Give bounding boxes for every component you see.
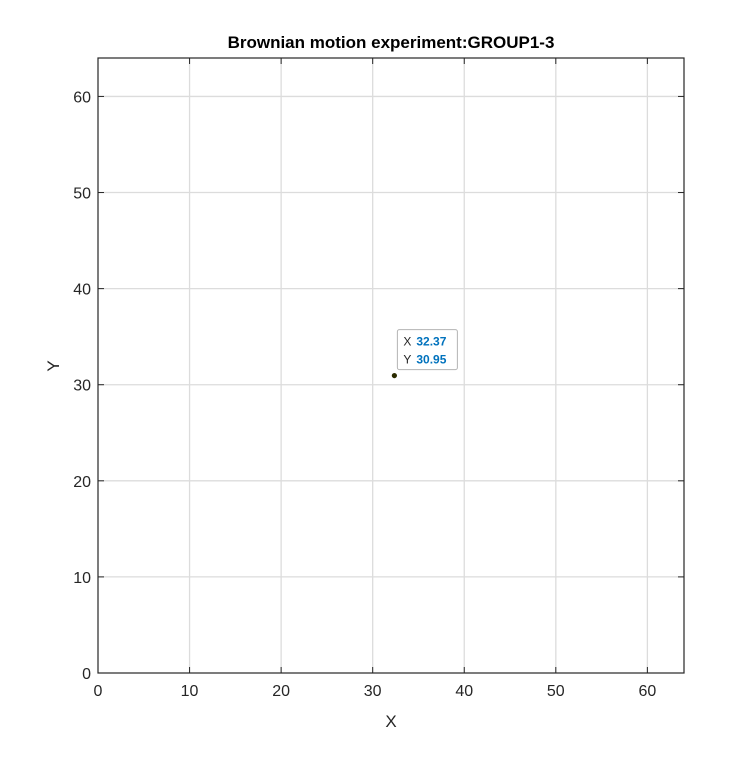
datatip-y-value: 30.95 bbox=[416, 353, 446, 367]
axes-box bbox=[97, 57, 685, 674]
y-tick-label: 10 bbox=[73, 570, 91, 587]
y-tick-label: 60 bbox=[73, 89, 91, 106]
datatip-x-label: X bbox=[403, 335, 411, 349]
x-tick-label: 40 bbox=[455, 683, 473, 700]
x-tick-label: 10 bbox=[181, 683, 199, 700]
x-axis-label: X bbox=[385, 712, 396, 731]
y-tick-label: 50 bbox=[73, 186, 91, 203]
datatip-x-value: 32.37 bbox=[416, 335, 446, 349]
datatip-box bbox=[396, 329, 458, 371]
y-tick-label: 40 bbox=[73, 282, 91, 299]
datatip-y-label: Y bbox=[403, 353, 411, 367]
x-tick-label: 60 bbox=[638, 683, 656, 700]
tick-labels-layer: 0 10 20 30 40 50 60 0 10 20 30 40 50 60 bbox=[73, 89, 656, 700]
y-tick-label: 30 bbox=[73, 378, 91, 395]
grid-layer bbox=[98, 58, 684, 673]
x-tick-label: 0 bbox=[94, 683, 103, 700]
x-tick-label: 20 bbox=[272, 683, 290, 700]
y-tick-label: 20 bbox=[73, 474, 91, 491]
y-tick-label: 0 bbox=[82, 666, 91, 683]
points-layer[interactable] bbox=[391, 372, 397, 379]
data-point[interactable] bbox=[391, 372, 397, 379]
chart-title: Brownian motion experiment:GROUP1-3 bbox=[228, 33, 555, 52]
plot-area bbox=[98, 58, 684, 673]
x-tick-label: 50 bbox=[547, 683, 565, 700]
x-tick-label: 30 bbox=[364, 683, 382, 700]
datatip[interactable]: X 32.37 Y 30.95 bbox=[396, 329, 458, 371]
y-axis-label: Y bbox=[44, 360, 63, 371]
